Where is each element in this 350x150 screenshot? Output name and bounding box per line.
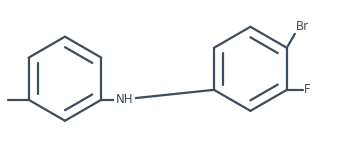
Text: F: F (304, 83, 311, 96)
Text: NH: NH (116, 93, 133, 106)
Text: Br: Br (296, 20, 309, 33)
